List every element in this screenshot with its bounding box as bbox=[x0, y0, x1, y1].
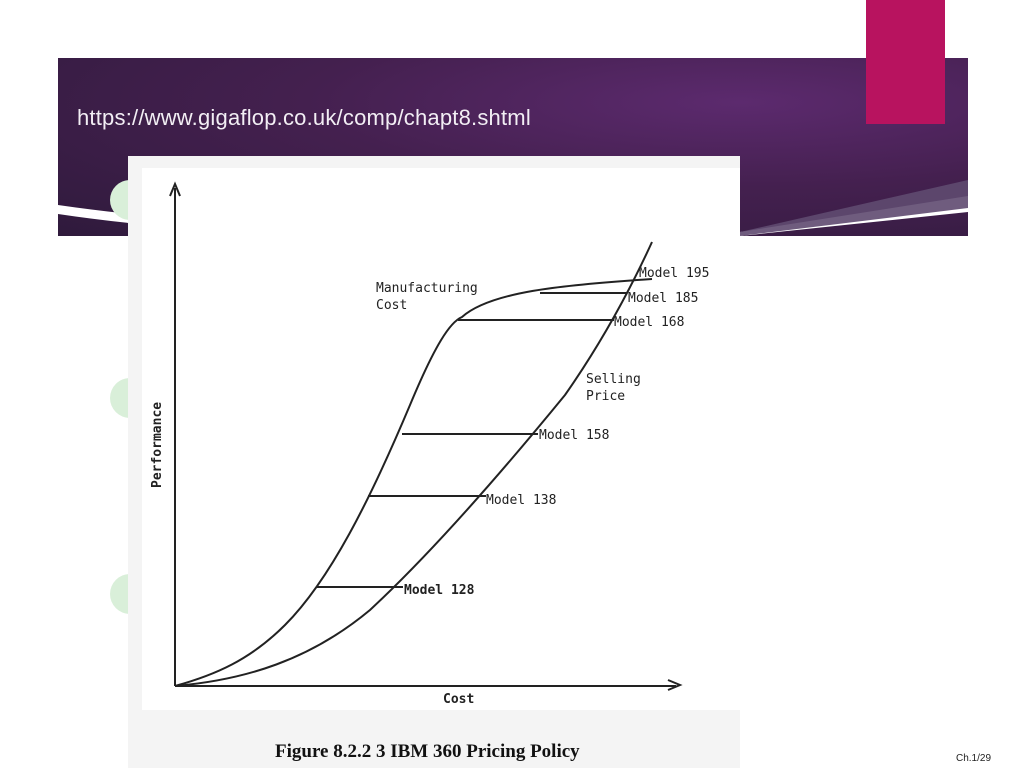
x-axis-label: Cost bbox=[443, 692, 474, 707]
model-label: Model 138 bbox=[486, 493, 556, 508]
y-axis-label: Performance bbox=[150, 402, 165, 488]
selling-price-label: Selling bbox=[586, 372, 641, 387]
manufacturing-cost-label: Cost bbox=[376, 298, 407, 313]
accent-tab bbox=[866, 0, 945, 124]
model-label: Model 195 bbox=[639, 266, 709, 281]
selling-price-curve bbox=[174, 241, 653, 687]
model-label: Model 168 bbox=[614, 315, 684, 330]
y-axis-arrow bbox=[169, 181, 181, 197]
model-label: Model 128 bbox=[404, 583, 475, 598]
slide-number: Ch.1/29 bbox=[956, 753, 992, 764]
selling-price-label: Price bbox=[586, 389, 625, 404]
figure-paper bbox=[142, 168, 740, 710]
figure-caption: Figure 8.2.2 3 IBM 360 Pricing Policy bbox=[275, 741, 580, 762]
model-label: Model 185 bbox=[628, 291, 698, 306]
manufacturing-cost-curve bbox=[174, 278, 653, 687]
manufacturing-cost-label: Manufacturing bbox=[376, 281, 478, 296]
axes bbox=[169, 181, 683, 691]
x-axis-arrow bbox=[667, 679, 683, 691]
model-label: Model 158 bbox=[539, 428, 609, 443]
source-url[interactable]: https://www.gigaflop.co.uk/comp/chapt8.s… bbox=[77, 105, 531, 130]
model-connectors bbox=[316, 292, 627, 588]
